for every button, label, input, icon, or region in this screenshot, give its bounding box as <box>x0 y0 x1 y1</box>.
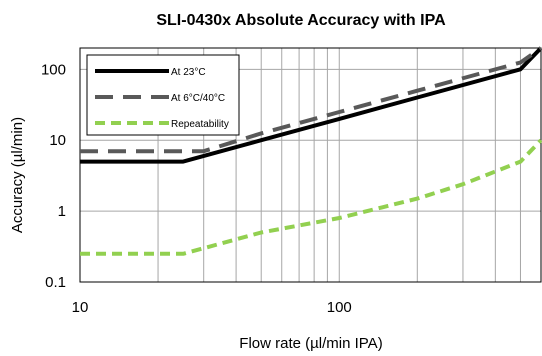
legend: At 23°C At 6°C/40°C Repeatability <box>86 54 240 136</box>
y-tick-label: 0.1 <box>45 274 66 291</box>
series-line-at-6-c-40-c <box>80 46 542 154</box>
y-tick-label: 100 <box>41 61 66 78</box>
x-tick-label: 10 <box>72 299 89 316</box>
y-axis-label: Accuracy (µl/min) <box>9 117 26 233</box>
y-tick-label: 1 <box>58 203 66 220</box>
legend-entry: Repeatability <box>171 119 229 130</box>
series-line-repeatability <box>80 138 542 256</box>
series-lines <box>80 46 542 256</box>
y-tick-label: 10 <box>49 132 66 149</box>
x-axis-label: Flow rate (µl/min IPA) <box>239 335 382 352</box>
tick-labels: 10 100 0.1 1 10 100 <box>41 61 352 316</box>
plot-frame <box>79 47 542 283</box>
series-line-at-23-c <box>80 46 542 164</box>
x-tick-label: 100 <box>327 299 352 316</box>
legend-entry: At 23°C <box>171 67 206 78</box>
legend-entry: At 6°C/40°C <box>171 93 225 104</box>
chart-title: SLI-0430x Absolute Accuracy with IPA <box>156 12 446 29</box>
